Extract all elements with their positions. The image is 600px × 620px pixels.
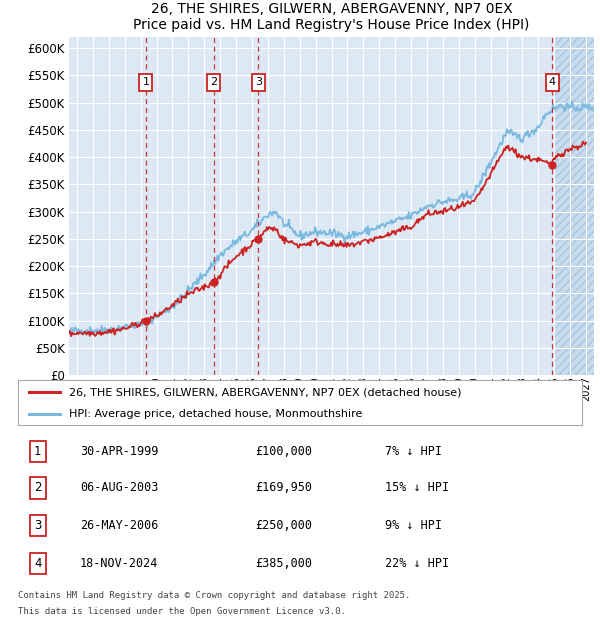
Text: 4: 4 <box>549 78 556 87</box>
Text: This data is licensed under the Open Government Licence v3.0.: This data is licensed under the Open Gov… <box>18 607 346 616</box>
Text: 7% ↓ HPI: 7% ↓ HPI <box>385 445 442 458</box>
Text: HPI: Average price, detached house, Monmouthshire: HPI: Average price, detached house, Monm… <box>69 409 362 419</box>
Text: 3: 3 <box>34 520 41 533</box>
Text: £100,000: £100,000 <box>255 445 312 458</box>
Text: 18-NOV-2024: 18-NOV-2024 <box>80 557 158 570</box>
Text: 30-APR-1999: 30-APR-1999 <box>80 445 158 458</box>
Text: 22% ↓ HPI: 22% ↓ HPI <box>385 557 449 570</box>
Text: 9% ↓ HPI: 9% ↓ HPI <box>385 520 442 533</box>
Text: 1: 1 <box>142 78 149 87</box>
Text: 26, THE SHIRES, GILWERN, ABERGAVENNY, NP7 0EX (detached house): 26, THE SHIRES, GILWERN, ABERGAVENNY, NP… <box>69 387 461 397</box>
Title: 26, THE SHIRES, GILWERN, ABERGAVENNY, NP7 0EX
Price paid vs. HM Land Registry's : 26, THE SHIRES, GILWERN, ABERGAVENNY, NP… <box>133 2 530 32</box>
Text: 2: 2 <box>210 78 217 87</box>
Bar <box>554 37 596 375</box>
Text: 4: 4 <box>34 557 41 570</box>
Text: 26-MAY-2006: 26-MAY-2006 <box>80 520 158 533</box>
Text: £385,000: £385,000 <box>255 557 312 570</box>
Text: 2: 2 <box>34 481 41 494</box>
Text: 06-AUG-2003: 06-AUG-2003 <box>80 481 158 494</box>
Text: 15% ↓ HPI: 15% ↓ HPI <box>385 481 449 494</box>
Text: 1: 1 <box>34 445 41 458</box>
Bar <box>554 37 596 375</box>
Text: £250,000: £250,000 <box>255 520 312 533</box>
Text: £169,950: £169,950 <box>255 481 312 494</box>
Text: 3: 3 <box>255 78 262 87</box>
Text: Contains HM Land Registry data © Crown copyright and database right 2025.: Contains HM Land Registry data © Crown c… <box>18 591 410 600</box>
